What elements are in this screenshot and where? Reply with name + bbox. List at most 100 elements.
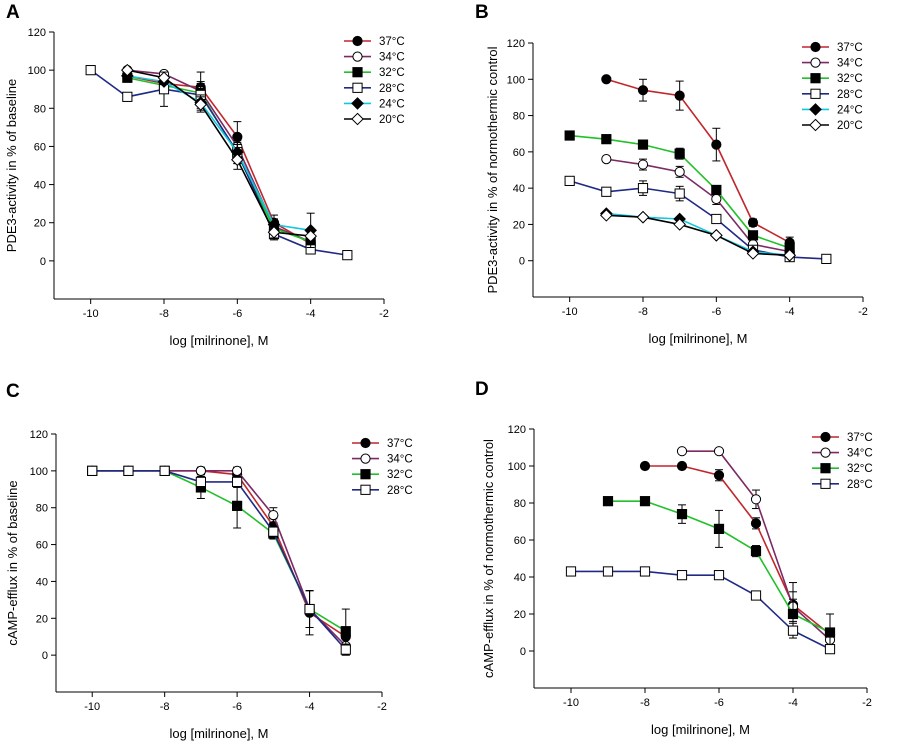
chart-d-x-tick-label: -8 — [640, 697, 650, 709]
chart-d-data-point-28c — [565, 566, 577, 577]
chart-b-data-point-20c — [746, 247, 760, 260]
chart-a-legend-label: 28°C — [379, 83, 405, 95]
chart-c-legend-item: 28°C — [352, 484, 413, 497]
chart-a-series-24c — [121, 69, 317, 249]
chart-d-panel-letter: D — [475, 379, 489, 400]
chart-d-legend-label: 34°C — [847, 448, 873, 460]
chart-c-legend-item: 34°C — [352, 453, 413, 466]
chart-c-x-tick-label: -6 — [232, 701, 242, 713]
chart-c-legend-label: 32°C — [387, 469, 413, 481]
chart-a-legend-marker — [351, 112, 364, 126]
chart-c-y-tick-label: 80 — [36, 503, 48, 515]
chart-c-legend-marker — [360, 484, 371, 495]
chart-b-legend-item: 24°C — [802, 103, 863, 116]
chart-b-legend-label: 20°C — [837, 120, 863, 132]
chart-d-legend-marker — [820, 478, 831, 489]
chart-b-data-point-32c — [601, 134, 612, 145]
chart-a-legend-item: 28°C — [344, 82, 405, 95]
chart-b-plot-area — [564, 74, 832, 265]
chart-b-data-point-20c — [636, 210, 650, 224]
chart-c-y-tick-label: 100 — [30, 466, 48, 478]
chart-a-series-37c — [122, 70, 316, 249]
chart-c-data-point-34c — [195, 465, 206, 476]
chart-d-y-tick-label: 60 — [514, 535, 526, 547]
chart-b-x-tick-label: -8 — [638, 306, 648, 318]
chart-b-legend-item: 32°C — [802, 73, 863, 85]
chart-a-legend-label: 34°C — [379, 52, 405, 64]
chart-b-legend-item: 34°C — [802, 57, 863, 70]
chart-a-data-point-28c — [85, 65, 96, 76]
chart-a-y-axis-title: PDE3-activity in % of baseline — [4, 79, 19, 252]
chart-c-data-point-28c — [159, 465, 170, 476]
chart-a-legend-marker — [352, 82, 363, 93]
chart-b-y-tick-label: 0 — [519, 256, 525, 268]
chart-d-svg: D 0 20 40 60 80 100 120 -10 -8 -6 -4 -2 log [milrinon… — [475, 379, 873, 737]
chart-a-series-line-37c — [127, 75, 312, 245]
chart-a-data-point-20c — [231, 153, 244, 167]
chart-d-plot-area — [565, 446, 836, 655]
chart-a-data-point-28c — [122, 91, 133, 102]
chart-a-y-tick-label: 80 — [34, 103, 46, 115]
chart-d-data-point-34c — [750, 494, 762, 505]
chart-c-y-tick-label: 60 — [36, 540, 48, 552]
chart-b-data-point-34c — [711, 193, 722, 205]
chart-d-series-32c — [602, 496, 836, 652]
chart-b-series-line-24c — [606, 212, 790, 257]
chart-b-legend-label: 32°C — [837, 73, 863, 85]
chart-b-x-tick-label: -2 — [858, 306, 868, 318]
chart-c-legend-marker — [360, 437, 371, 449]
chart-b-legend-marker — [810, 73, 821, 84]
chart-d-data-point-34c — [676, 446, 688, 457]
chart-d-data-point-37c — [676, 460, 688, 472]
chart-a-data-point-20c — [194, 98, 207, 111]
chart-d-data-point-37c — [750, 518, 762, 529]
chart-d-legend-item: 34°C — [812, 447, 873, 460]
chart-b-data-point-28c — [821, 253, 832, 265]
chart-c-series-32c — [87, 465, 351, 654]
chart-a-legend-label: 32°C — [379, 67, 405, 79]
chart-a-y-tick-label: 0 — [40, 256, 46, 268]
chart-b-legend-label: 37°C — [837, 42, 863, 54]
chart-c-x-axis-title: log [milrinone], M — [170, 726, 269, 741]
chart-b-legend-marker — [809, 118, 822, 132]
chart-b-data-point-32c — [711, 184, 722, 196]
chart-d-data-point-37c — [713, 470, 725, 481]
chart-d-legend-label: 37°C — [847, 432, 873, 444]
chart-a-x-tick-label: -4 — [306, 308, 316, 320]
chart-b-data-point-37c — [711, 139, 722, 150]
chart-a-legend-item: 34°C — [344, 51, 405, 64]
chart-a-data-point-20c — [121, 63, 134, 77]
chart-c-x-tick-label: -10 — [84, 701, 100, 713]
chart-a-data-point-20c — [157, 71, 171, 85]
chart-c-series-line-28c — [92, 470, 347, 651]
chart-c-data-point-28c — [123, 465, 134, 476]
chart-b-data-point-32c — [564, 130, 575, 141]
chart-d-data-point-28c — [602, 566, 614, 577]
chart-c-legend-item: 37°C — [352, 437, 413, 450]
chart-b-data-point-37c — [637, 85, 649, 96]
chart-b-legend-marker — [809, 103, 822, 116]
chart-panel-c: C 0 20 40 60 80 100 120 -10 -8 -6 -4 -2 log [milrinon… — [0, 373, 453, 746]
chart-d-legend: 37°C 34°C 32°C 28°C — [812, 431, 873, 491]
chart-a-y-tick-label: 20 — [34, 218, 46, 230]
chart-b-y-tick-label: 100 — [507, 74, 525, 86]
chart-c-plot-area — [87, 465, 351, 656]
chart-a-x-tick-label: -10 — [83, 308, 99, 320]
chart-a-legend-item: 20°C — [344, 112, 405, 126]
chart-b-data-point-20c — [673, 218, 686, 231]
chart-d-data-point-28c — [750, 590, 762, 601]
chart-panel-b: B 0 20 40 60 80 100 120 -10 -8 -6 -4 -2 log [milrinon… — [453, 0, 906, 373]
chart-b-data-point-28c — [637, 183, 649, 194]
chart-c-data-point-32c — [232, 500, 243, 511]
chart-a-series-20c — [121, 63, 317, 243]
chart-d-series-28c — [565, 566, 836, 655]
chart-b-legend-marker — [810, 57, 821, 68]
chart-b-y-tick-label: 40 — [513, 183, 525, 195]
chart-b-data-point-34c — [601, 154, 612, 165]
chart-d-data-point-32c — [787, 608, 799, 620]
chart-b-data-point-32c — [637, 139, 649, 150]
chart-c-x-tick-label: -8 — [160, 701, 170, 713]
chart-a-series-line-34c — [127, 69, 311, 243]
chart-d-data-point-32c — [639, 496, 651, 507]
chart-d-data-point-28c — [639, 566, 651, 577]
